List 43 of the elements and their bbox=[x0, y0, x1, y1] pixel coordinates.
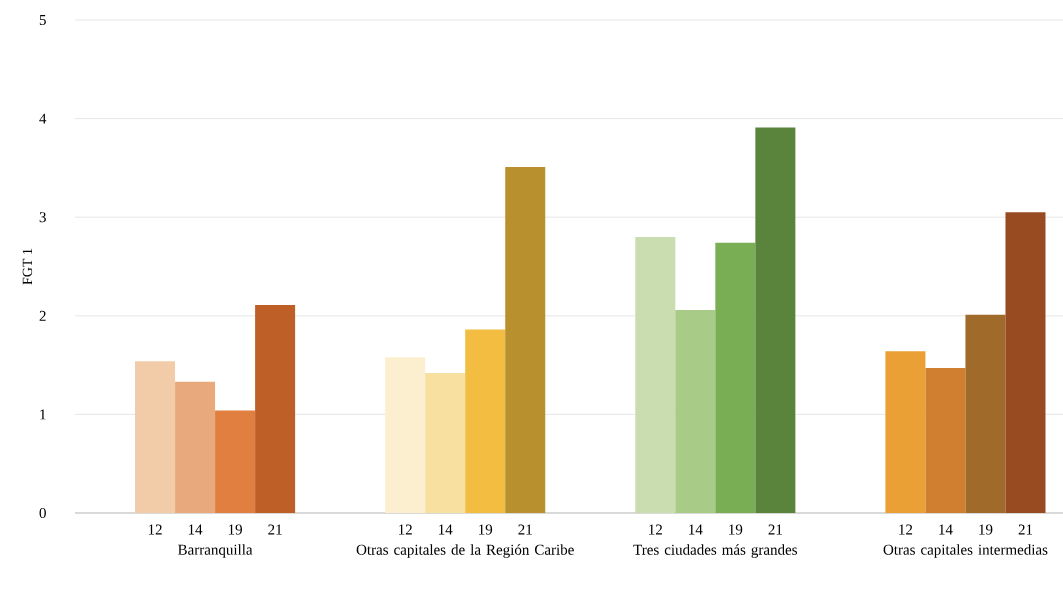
bar bbox=[255, 304, 296, 513]
y-tick-label: 0 bbox=[39, 507, 46, 519]
text: 19 bbox=[729, 524, 743, 535]
bar bbox=[135, 361, 176, 513]
x-tick-label: Otras capitales de la Región Caribe bbox=[356, 544, 574, 558]
y-tick-label: 1 bbox=[40, 409, 46, 420]
text: 14 bbox=[689, 524, 703, 535]
text: 14 bbox=[439, 524, 453, 535]
text: 21 bbox=[1018, 524, 1033, 535]
y-tick-label: 2 bbox=[39, 310, 46, 321]
text: 19 bbox=[979, 524, 993, 535]
y-axis-title: FGT 1 bbox=[22, 248, 33, 285]
text: 12 bbox=[649, 524, 662, 535]
x-tick-label: Otras capitales intermedias bbox=[883, 544, 1048, 558]
y-tick-label: 3 bbox=[39, 212, 46, 223]
y-tick-label: 5 bbox=[39, 15, 46, 25]
bar bbox=[215, 410, 256, 513]
text: 21 bbox=[768, 524, 782, 535]
text: 19 bbox=[479, 524, 493, 535]
bar bbox=[1005, 212, 1046, 513]
text: 12 bbox=[398, 524, 412, 535]
x-tick-label: Barranquilla bbox=[178, 544, 253, 558]
bar bbox=[175, 381, 216, 513]
bar bbox=[465, 329, 506, 513]
x-tick-label: Tres ciudades más grandes bbox=[633, 544, 797, 558]
series-label: 21 bbox=[268, 524, 282, 535]
series-label: 19 bbox=[228, 524, 242, 535]
text: 21 bbox=[518, 524, 532, 535]
bar bbox=[385, 357, 426, 513]
text: 12 bbox=[899, 524, 913, 535]
bar bbox=[885, 351, 926, 513]
bar bbox=[635, 236, 676, 513]
bar bbox=[925, 368, 966, 513]
bar bbox=[675, 309, 716, 513]
text: 14 bbox=[939, 524, 953, 535]
series-label: 12 bbox=[148, 524, 162, 535]
y-tick-label: 4 bbox=[39, 113, 47, 124]
bar bbox=[425, 372, 466, 513]
bar bbox=[755, 127, 796, 513]
bar bbox=[505, 166, 546, 513]
bar bbox=[715, 242, 756, 513]
series-label: 14 bbox=[188, 524, 203, 535]
bar bbox=[965, 314, 1006, 513]
